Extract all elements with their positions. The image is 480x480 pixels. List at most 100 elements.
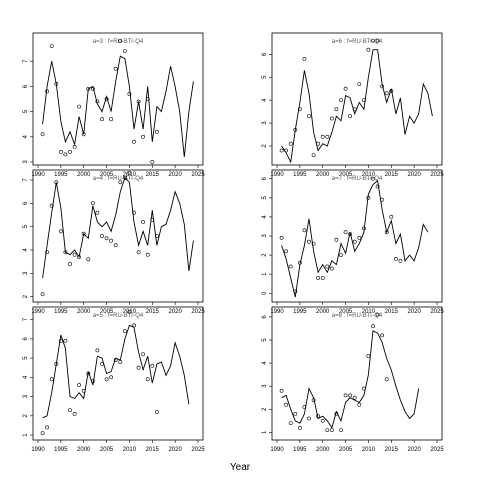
observed-point [113, 358, 118, 362]
observed-point [72, 252, 77, 257]
observed-point [371, 324, 375, 329]
panel-title: a=3 : f=RU-BTr-Q4 [93, 39, 144, 45]
observed-point [91, 87, 95, 91]
y-tick-label: 5 [23, 224, 29, 228]
y-tick-label: 4 [262, 361, 268, 365]
x-tick-label: 2005 [100, 309, 114, 315]
fitted-line [281, 330, 420, 429]
observed-point [132, 210, 136, 215]
observed-point [371, 176, 375, 181]
x-tick-label: 2000 [316, 309, 330, 315]
observed-point [361, 386, 366, 391]
y-tick-label: 5 [262, 75, 268, 79]
x-tick-label: 2010 [362, 309, 376, 315]
observed-point [145, 252, 150, 257]
fitted-line [42, 55, 194, 158]
panel-title: a=6 : f=RU-BTr-Q4 [332, 39, 383, 45]
observed-point [316, 414, 321, 419]
observed-point [100, 361, 104, 366]
panel-frame [32, 169, 204, 303]
x-tick-label: 2005 [339, 447, 353, 453]
observed-point [45, 425, 50, 430]
observed-point [389, 89, 394, 93]
observed-point [380, 197, 385, 202]
observed-point [49, 377, 54, 382]
x-tick-label: 2025 [430, 447, 444, 453]
observed-point [343, 86, 348, 91]
x-tick-label: 1990 [31, 172, 45, 178]
observed-point [141, 134, 146, 139]
x-tick-label: 2020 [168, 172, 182, 178]
observed-point [54, 82, 59, 86]
observed-point [86, 87, 91, 91]
observed-point [334, 237, 339, 242]
panel-frame [271, 32, 443, 166]
observed-point [154, 234, 159, 238]
observed-point [302, 228, 307, 233]
y-tick-label: 3 [23, 271, 29, 275]
observed-point [95, 348, 100, 353]
observed-point [40, 292, 45, 297]
panel-title: a=4 : f=RU-BTr-Q4 [93, 176, 144, 182]
x-tick-label: 2010 [362, 447, 376, 453]
y-tick-label: 5 [262, 338, 268, 342]
observed-point [348, 393, 353, 398]
y-tick-label: 3 [262, 384, 268, 388]
y-tick-label: 2 [23, 414, 29, 418]
observed-point [100, 117, 104, 122]
observed-point [109, 375, 114, 380]
y-tick-label: 3 [262, 234, 268, 238]
observed-point [154, 410, 159, 414]
observed-point [334, 107, 339, 112]
y-tick-label: 4 [23, 134, 29, 138]
observed-point [316, 141, 321, 146]
x-tick-label: 2000 [316, 172, 330, 178]
x-tick-label: 2005 [100, 447, 114, 453]
observed-point [343, 230, 348, 235]
x-tick-label: 1995 [293, 172, 307, 178]
observed-point [113, 66, 118, 71]
observed-point [118, 360, 123, 364]
x-tick-label: 1995 [54, 309, 68, 315]
y-tick-label: 1 [262, 272, 268, 276]
y-tick-label: 7 [23, 59, 29, 63]
x-tick-label: 1995 [293, 309, 307, 315]
x-tick-label: 2000 [77, 447, 91, 453]
observed-point [293, 127, 298, 132]
observed-point [113, 243, 118, 248]
observed-point [54, 361, 59, 366]
observed-point [95, 99, 100, 104]
x-tick-label: 1995 [54, 447, 68, 453]
panel-frame [32, 306, 204, 441]
x-tick-label: 2010 [123, 172, 137, 178]
x-tick-label: 2020 [407, 172, 421, 178]
observed-point [132, 139, 136, 144]
observed-point [150, 160, 155, 164]
y-tick-label: 6 [23, 201, 29, 205]
observed-point [127, 92, 132, 96]
observed-point [77, 255, 82, 259]
observed-point [145, 97, 150, 101]
observed-point [59, 229, 63, 234]
observed-point [316, 276, 321, 280]
x-tick-label: 2015 [385, 309, 399, 315]
x-tick-label: 1995 [54, 172, 68, 178]
y-tick-label: 4 [23, 375, 29, 379]
observed-point [339, 428, 343, 433]
x-tick-label: 2000 [77, 172, 91, 178]
observed-point [311, 153, 316, 158]
observed-point [279, 235, 284, 240]
observed-point [302, 57, 307, 61]
observed-point [279, 148, 284, 153]
y-tick-label: 6 [262, 176, 268, 180]
observed-point [91, 379, 95, 384]
observed-point [68, 408, 72, 413]
x-tick-label: 2015 [146, 447, 160, 453]
observed-point [375, 312, 380, 317]
observed-point [132, 323, 136, 328]
observed-point [320, 418, 325, 423]
y-tick-label: 5 [23, 109, 29, 113]
